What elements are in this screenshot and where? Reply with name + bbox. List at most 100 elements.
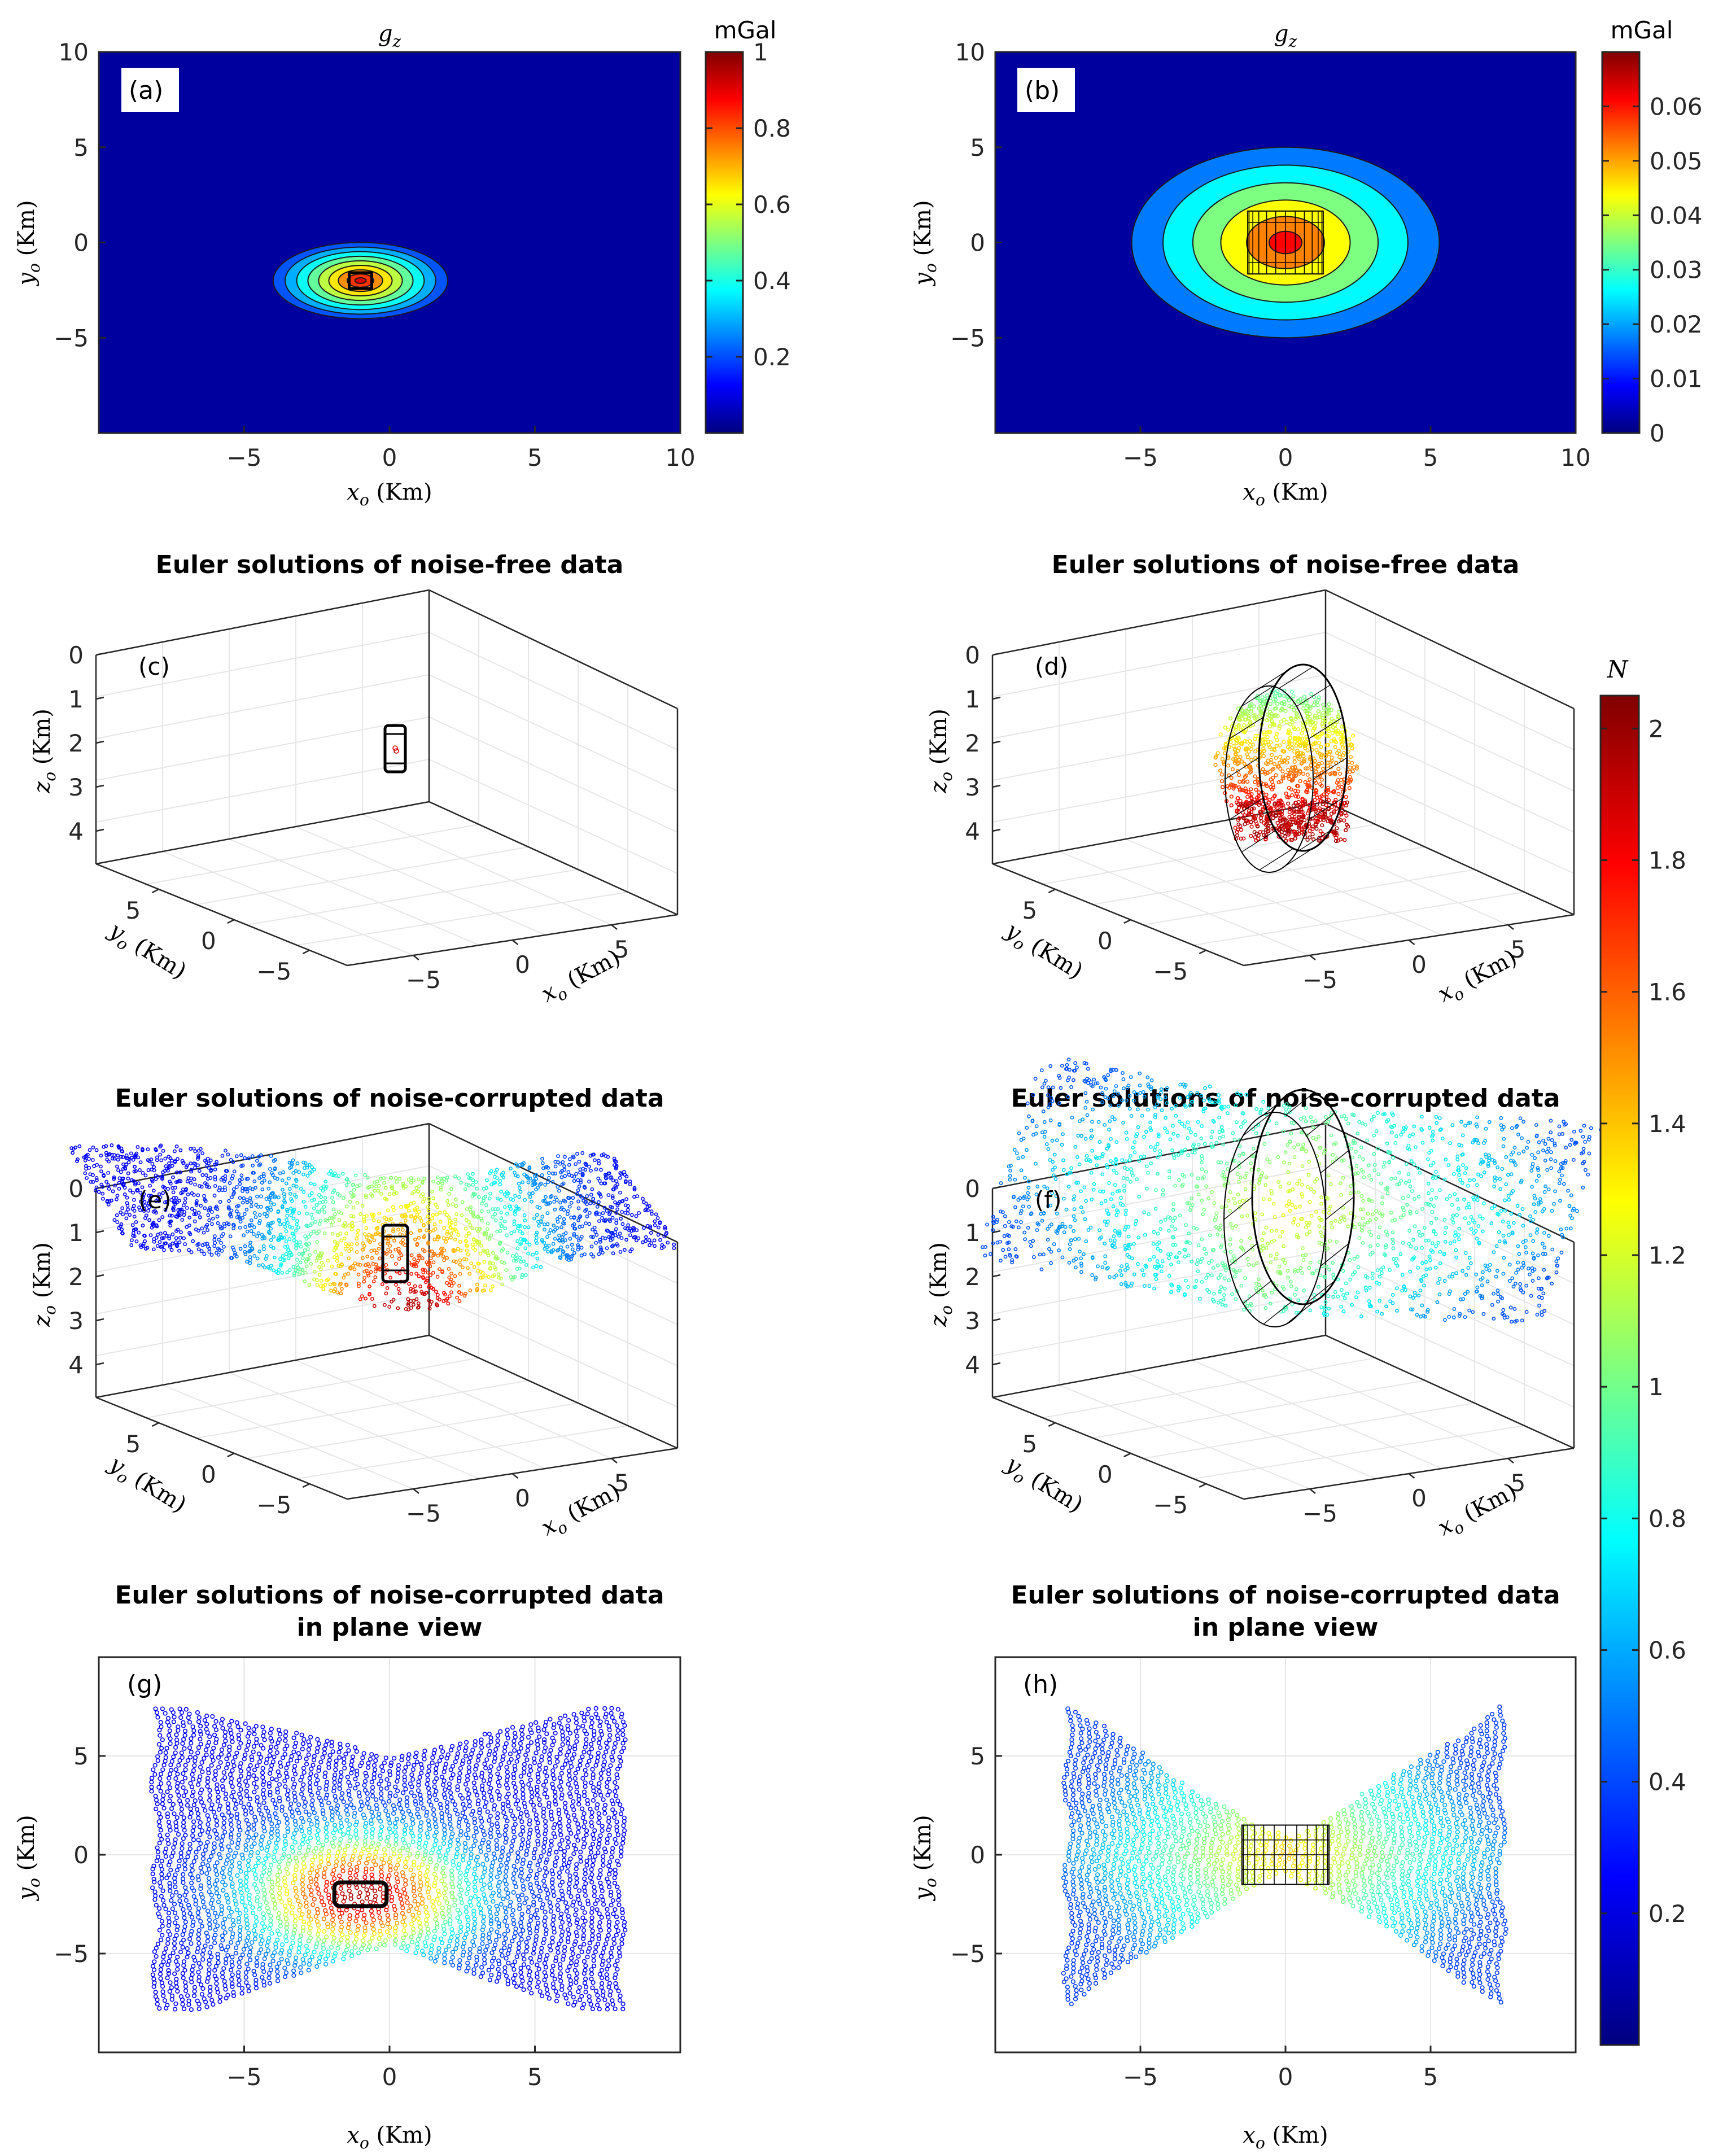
solution-point [619, 1236, 624, 1240]
zlabel-sub: o [937, 1305, 956, 1315]
xlabel-a: xo (Km) [347, 479, 432, 509]
solution-point [282, 1195, 287, 1199]
solution-point [1393, 1141, 1398, 1145]
solution-point [385, 1286, 390, 1290]
solution-point [298, 1240, 303, 1244]
solution-point [445, 1296, 449, 1301]
solution-point [1040, 1130, 1044, 1134]
solution-point [443, 1292, 447, 1297]
solution-point [446, 1203, 451, 1207]
source-cylinder [1225, 663, 1348, 873]
solution-point [1071, 1078, 1075, 1082]
solution-point [1192, 1150, 1197, 1155]
solution-point [1254, 822, 1259, 827]
solution-point [120, 1231, 124, 1235]
solution-point [1339, 1288, 1344, 1292]
solution-point [199, 1249, 204, 1253]
solution-point [228, 1181, 232, 1185]
solution-point [261, 1172, 266, 1176]
solution-point [187, 1248, 191, 1252]
solution-point [458, 1272, 462, 1276]
solution-point [1305, 748, 1310, 753]
solution-point [1437, 1188, 1442, 1192]
solution-point [150, 1225, 154, 1230]
solution-point [248, 1196, 252, 1200]
solution-point [524, 1262, 528, 1267]
solution-point [570, 1243, 574, 1247]
solution-point [1426, 1182, 1431, 1186]
solution-point [384, 1291, 388, 1296]
x-tick-label: 0 [1411, 951, 1427, 978]
solution-point [985, 1222, 989, 1227]
solution-point [1435, 1121, 1439, 1125]
solution-point [1284, 720, 1289, 724]
solution-point [1309, 1187, 1313, 1191]
solution-point [1411, 1238, 1416, 1242]
axes-edge [95, 1396, 348, 1500]
solution-point [1280, 809, 1284, 814]
solution-point [629, 1247, 634, 1252]
solution-point [1166, 1229, 1171, 1233]
solution-point [1178, 1213, 1182, 1218]
solution-point [1132, 1140, 1137, 1144]
x-tick-mark [1309, 1488, 1316, 1494]
solution-point [1238, 799, 1243, 803]
solution-point [467, 1272, 472, 1276]
solution-point [1538, 1197, 1542, 1201]
solution-point [489, 1169, 493, 1173]
solution-point [1288, 736, 1293, 740]
solution-point [190, 1207, 194, 1211]
solution-point [335, 1290, 340, 1295]
solution-point [183, 1200, 187, 1205]
solution-point [235, 1215, 239, 1220]
solution-point [485, 1178, 489, 1182]
solution-point [1107, 1181, 1111, 1185]
solution-point [579, 1234, 584, 1239]
solution-point [430, 1216, 435, 1221]
solution-point [653, 1244, 657, 1248]
solution-point [123, 1192, 127, 1196]
z-tick-mark [992, 696, 1001, 700]
colorbar-tick-label: 1 [753, 38, 768, 66]
solution-point [397, 1271, 402, 1275]
solution-point [196, 1247, 201, 1252]
solution-point [384, 1252, 389, 1256]
solution-point [439, 1187, 443, 1192]
solution-point [607, 1171, 611, 1176]
solution-point [1148, 1120, 1152, 1125]
solution-point [1229, 776, 1234, 780]
solution-point [1245, 803, 1250, 808]
solution-point [447, 1191, 451, 1196]
solution-point [581, 1166, 585, 1171]
solution-point [1212, 1299, 1216, 1304]
solution-point [372, 1238, 377, 1243]
solution-point [371, 1218, 376, 1222]
solution-point [535, 1205, 540, 1209]
solution-point [1236, 796, 1240, 801]
solution-point [1113, 1229, 1117, 1233]
solution-point [1265, 1157, 1270, 1161]
solution-point [616, 1234, 621, 1239]
solution-point [1314, 827, 1319, 831]
solution-point [454, 1229, 459, 1234]
y-tick-mark [1048, 888, 1056, 894]
solution-point [143, 1173, 148, 1178]
solution-point [1336, 729, 1340, 733]
axes-edge [95, 1334, 430, 1399]
solution-point [1483, 1138, 1488, 1143]
solution-point [1545, 1150, 1549, 1154]
solution-point [1458, 1178, 1462, 1182]
solution-point [458, 1240, 462, 1244]
solution-point [1276, 780, 1281, 785]
solution-point [1475, 1198, 1480, 1202]
solution-point [466, 1231, 471, 1235]
solution-point [1248, 787, 1253, 792]
solution-point [115, 1194, 120, 1198]
solution-point [1376, 1235, 1381, 1239]
solution-point [315, 1282, 320, 1287]
solution-point [1303, 709, 1308, 713]
solution-point [1300, 826, 1304, 831]
solution-point [117, 1186, 121, 1191]
